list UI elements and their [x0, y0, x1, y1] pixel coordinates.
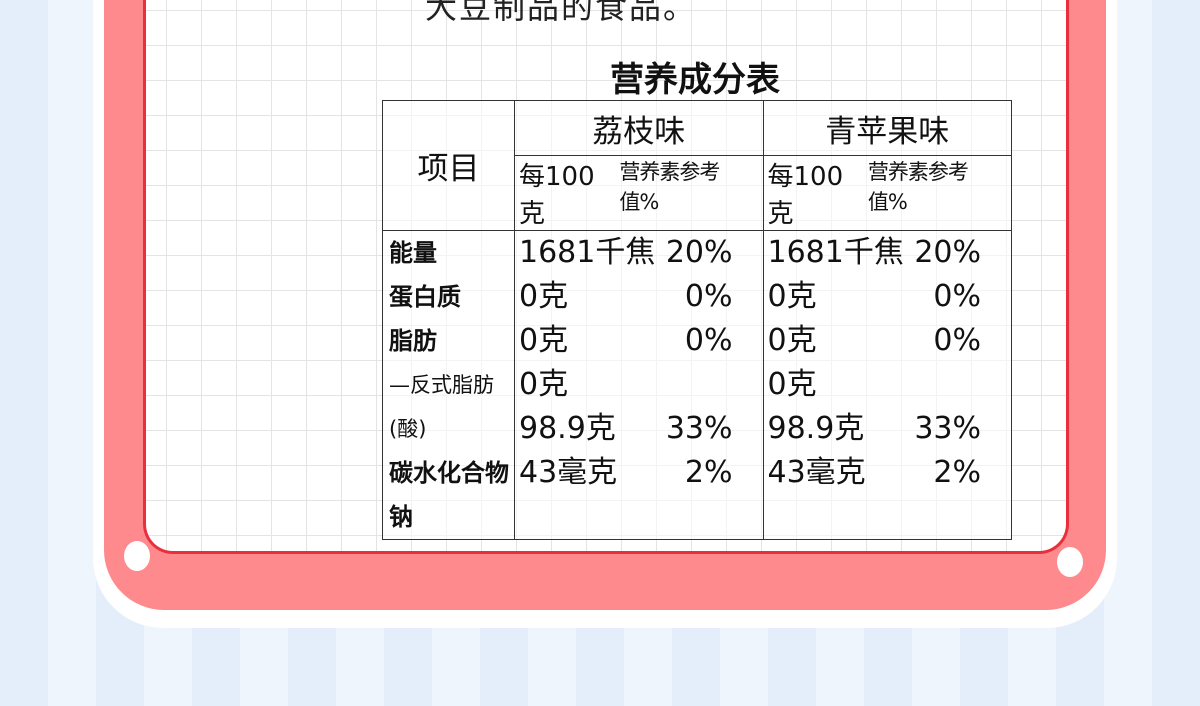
nutrient-name: 脂肪 — [389, 327, 437, 355]
amount-per-100g: 0克 — [767, 279, 817, 314]
amount-per-100g: 98.9克 — [767, 411, 865, 446]
nutrient-row: 1681千焦 20% — [519, 231, 759, 275]
amount-per-100g: 0克 — [767, 323, 817, 358]
nutrient-names: 能量 蛋白质 脂肪 —反式脂肪(酸) 碳水化合物 钠 — [382, 230, 515, 540]
nrv-percent: 20% — [665, 235, 733, 270]
table-title: 营养成分表 — [610, 60, 780, 100]
per100-header: 每100克 — [519, 162, 595, 229]
nutrient-row: 0克 — [519, 363, 759, 407]
amount-per-100g: 0克 — [519, 323, 569, 358]
per100-header: 每100克 — [767, 162, 844, 229]
nutrient-name: 蛋白质 — [389, 283, 461, 311]
flavor-apple: 青苹果味 — [762, 100, 1012, 156]
nrv-percent: 33% — [665, 411, 733, 446]
nutrient-name: 能量 — [389, 239, 437, 267]
intro-text: 大豆制品的食品。 — [425, 0, 698, 26]
nrv-header: 营养素参考值% — [867, 160, 969, 214]
nutrient-name: 碳水化合物 — [389, 459, 509, 487]
nrv-header: 营养素参考值% — [619, 160, 720, 214]
amount-per-100g: 0克 — [519, 367, 569, 402]
nrv-percent: 0% — [933, 323, 981, 358]
amount-per-100g: 0克 — [519, 279, 569, 314]
amount-per-100g: 1681千焦 — [519, 235, 656, 270]
nrv-percent: 0% — [933, 279, 981, 314]
flavor-lychee: 荔枝味 — [514, 100, 764, 156]
nutrient-name: —反式脂肪(酸) — [389, 373, 494, 441]
nutrient-row: 1681千焦 20% — [768, 231, 1008, 275]
nutrient-row: 43毫克 2% — [768, 451, 1008, 495]
nrv-percent: 20% — [914, 235, 981, 270]
apple-values: 1681千焦 20% 0克 0% 0克 0% 0克 98.9克 33% 43毫克 2% — [762, 230, 1012, 540]
amount-per-100g: 43毫克 — [519, 455, 618, 490]
amount-per-100g: 1681千焦 — [767, 235, 904, 270]
nutrition-table: 项目 荔枝味 青苹果味 每100克 营养素参考值% 每100克 营养素参考值% 能量… — [382, 100, 1012, 540]
lychee-values: 1681千焦 20% 0克 0% 0克 0% 0克 98.9克 33% 43毫克 2% — [514, 230, 764, 540]
amount-per-100g: 0克 — [767, 367, 817, 402]
nrv-percent: 2% — [933, 455, 981, 490]
nrv-percent: 0% — [684, 323, 733, 358]
nutrient-row: 98.9克 33% — [519, 407, 759, 451]
amount-per-100g: 43毫克 — [767, 455, 866, 490]
hole-left — [124, 541, 150, 571]
hole-right — [1057, 547, 1083, 577]
nrv-percent: 33% — [914, 411, 981, 446]
nutrient-row: 0克 — [768, 363, 1008, 407]
nutrient-row: 98.9克 33% — [768, 407, 1008, 451]
nutrient-row: 0克 0% — [519, 275, 759, 319]
nrv-percent: 0% — [684, 279, 733, 314]
nrv-percent: 2% — [684, 455, 733, 490]
item-header: 项目 — [382, 100, 515, 231]
amount-per-100g: 98.9克 — [519, 411, 616, 446]
nutrient-name: 钠 — [389, 503, 413, 531]
nutrient-row: 0克 0% — [768, 319, 1008, 363]
nutrient-row: 43毫克 2% — [519, 451, 759, 495]
nutrient-row: 0克 0% — [519, 319, 759, 363]
nutrient-row: 0克 0% — [768, 275, 1008, 319]
